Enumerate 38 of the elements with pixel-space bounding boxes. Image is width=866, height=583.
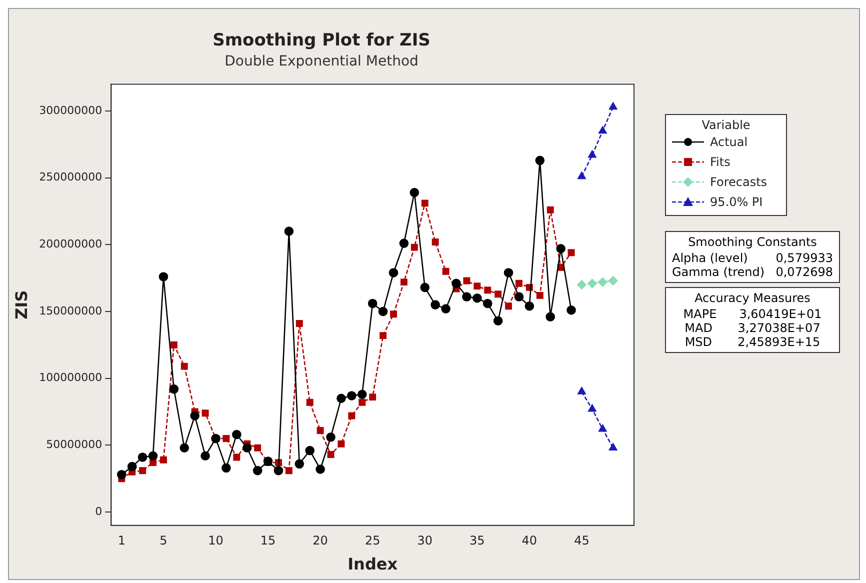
y-tick-label: 100000000 [39, 371, 102, 384]
legend-title: Variable [700, 118, 752, 132]
x-tick-label: 5 [160, 534, 168, 548]
legend-label: Forecasts [710, 175, 768, 189]
x-tick-label: 35 [470, 534, 485, 548]
text: Alpha (level) [672, 251, 748, 265]
text: 0,072698 [776, 265, 833, 279]
legend-label: Actual [710, 135, 748, 149]
text: Accuracy Measures [694, 291, 812, 305]
y-tick-label: 0 [95, 504, 102, 518]
x-tick-label: 25 [364, 534, 380, 548]
text: MAD [684, 321, 712, 335]
x-tick-label: 1 [118, 534, 126, 548]
x-tick-label: 20 [312, 534, 328, 548]
y-tick-label: 250000000 [39, 170, 102, 184]
text: 3,27038E+07 [738, 321, 820, 335]
text: MAPE [683, 307, 717, 321]
text: 0,579933 [776, 251, 833, 265]
y-axis-title: ZIS [12, 290, 31, 320]
text: Gamma (trend) [672, 265, 765, 279]
text: 2,45893E+15 [738, 335, 820, 349]
y-tick-label: 200000000 [39, 237, 102, 250]
text: 3,60419E+01 [739, 307, 822, 321]
y-tick-label: 150000000 [39, 304, 102, 318]
chart-subtitle: Double Exponential Method [224, 53, 418, 70]
x-tick-label: 10 [208, 534, 224, 548]
x-tick-label: 45 [574, 534, 590, 548]
x-axis-title: Index [348, 554, 398, 574]
y-tick-label: 50000000 [46, 438, 102, 452]
x-tick-label: 40 [522, 534, 538, 548]
text: MSD [684, 335, 712, 349]
y-tick-label: 300000000 [39, 104, 102, 117]
chart-title: Smoothing Plot for ZIS [212, 30, 430, 51]
x-tick-label: 30 [417, 534, 433, 548]
legend-label: Fits [710, 155, 730, 169]
text: Smoothing Constants [687, 235, 818, 249]
x-tick-label: 15 [260, 534, 276, 548]
legend-label: 95.0% PI [710, 195, 763, 209]
